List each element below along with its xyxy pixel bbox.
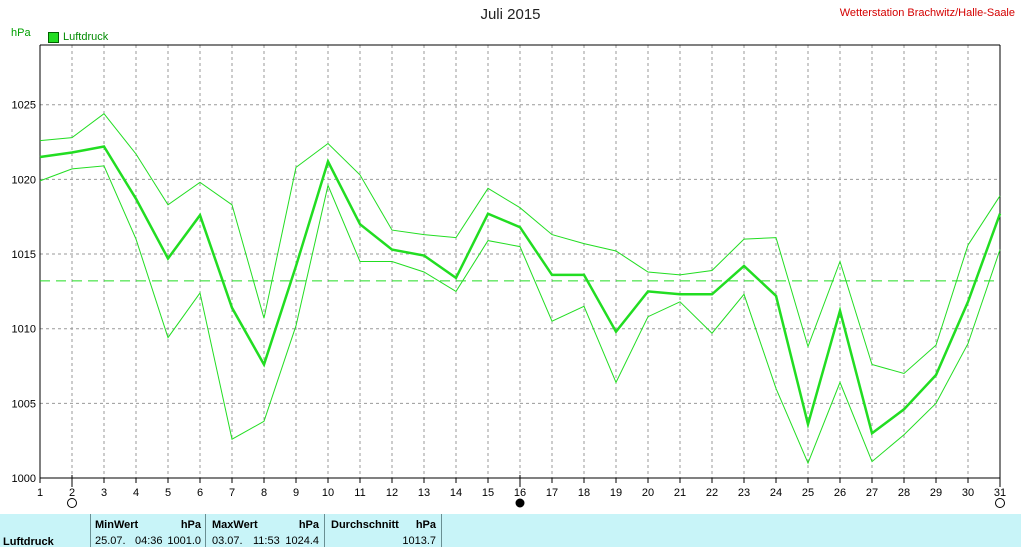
- x-tick-label: 3: [101, 487, 107, 499]
- series-max-line: [39, 113, 1001, 375]
- y-tick-label: 1000: [12, 473, 36, 485]
- full-moon-icon: [515, 498, 525, 508]
- y-tick-label: 1025: [12, 100, 36, 112]
- x-tick-label: 17: [546, 487, 558, 499]
- min-unit: hPa: [180, 519, 201, 531]
- x-tick-label: 24: [770, 487, 782, 499]
- x-tick-label: 18: [578, 487, 590, 499]
- new-moon-icon: [67, 498, 77, 508]
- avg-value: 1013.7: [402, 535, 436, 547]
- station-name: Wetterstation Brachwitz/Halle-Saale: [839, 7, 1015, 19]
- series-lines: [39, 113, 1002, 465]
- y-tick-label: 1015: [12, 249, 36, 261]
- x-tick-label: 15: [482, 487, 494, 499]
- x-tick-label: 8: [261, 487, 267, 499]
- max-header: MaxWert: [212, 519, 258, 531]
- x-tick-label: 11: [354, 487, 365, 499]
- x-tick-label: 13: [418, 487, 430, 499]
- max-time: 11:53: [253, 535, 280, 547]
- x-tick-label: 16: [514, 487, 526, 499]
- max-value: 1024.4: [285, 535, 319, 547]
- legend-swatch: [48, 31, 59, 43]
- avg-header: Durchschnitt: [331, 519, 399, 531]
- legend: Luftdruck: [48, 31, 108, 43]
- x-tick-label: 1: [37, 487, 43, 499]
- x-tick-label: 29: [930, 487, 942, 499]
- x-tick-label: 26: [834, 487, 846, 499]
- x-tick-label: 19: [610, 487, 622, 499]
- x-tick-label: 6: [197, 487, 203, 499]
- grid-lines: [40, 45, 1000, 478]
- statistics-panel: Luftdruck MinWert hPa 25.07. 04:36 1001.…: [0, 514, 1021, 548]
- x-tick-label: 2: [69, 487, 75, 499]
- min-time: 04:36: [135, 535, 163, 547]
- x-tick-label: 20: [642, 487, 654, 499]
- avg-unit: hPa: [415, 519, 436, 531]
- x-tick-label: 22: [706, 487, 718, 499]
- avg-cell: Durchschnitt hPa 1013.7: [324, 514, 442, 547]
- max-unit: hPa: [298, 519, 319, 531]
- min-date: 25.07.: [95, 535, 126, 547]
- x-tick-label: 12: [386, 487, 398, 499]
- new-moon-icon: [995, 498, 1005, 508]
- chart-title: Juli 2015: [480, 6, 541, 23]
- moon-phase-markers: [67, 475, 1005, 508]
- x-tick-label: 4: [133, 487, 139, 499]
- y-axis-unit: hPa: [11, 27, 31, 39]
- series-min-line: [39, 165, 1001, 465]
- x-tick-label: 14: [450, 487, 462, 499]
- y-tick-label: 1005: [12, 398, 36, 410]
- min-cell: MinWert hPa 25.07. 04:36 1001.0: [90, 514, 205, 547]
- x-tick-label: 25: [802, 487, 814, 499]
- x-tick-label: 31: [994, 487, 1006, 499]
- x-tick-label: 30: [962, 487, 974, 499]
- max-cell: MaxWert hPa 03.07. 11:53 1024.4: [205, 514, 324, 547]
- min-header: MinWert: [95, 519, 139, 531]
- y-tick-label: 1020: [12, 174, 36, 186]
- x-tick-label: 27: [866, 487, 878, 499]
- x-tick-label: 5: [165, 487, 171, 499]
- legend-label: Luftdruck: [63, 31, 109, 43]
- stats-row-label: Luftdruck: [3, 536, 54, 548]
- x-tick-label: 21: [674, 487, 686, 499]
- x-tick-label: 7: [229, 487, 235, 499]
- min-value: 1001.0: [167, 535, 201, 547]
- max-date: 03.07.: [212, 535, 243, 547]
- y-tick-label: 1010: [12, 324, 36, 336]
- x-tick-label: 28: [898, 487, 910, 499]
- x-tick-label: 9: [293, 487, 299, 499]
- series-mean-line: [39, 145, 1002, 436]
- x-tick-label: 10: [322, 487, 334, 499]
- x-tick-label: 23: [738, 487, 750, 499]
